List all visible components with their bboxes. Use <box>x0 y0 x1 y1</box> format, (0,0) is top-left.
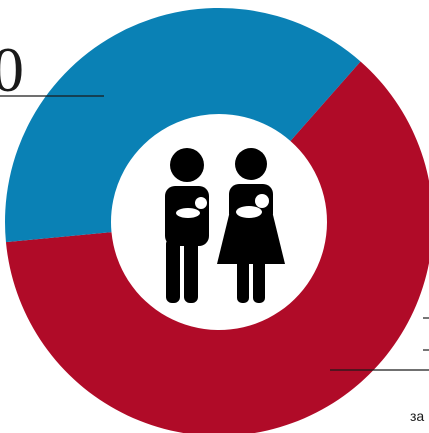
father-figure-icon <box>165 148 209 303</box>
left-value-label: 0 <box>0 34 24 105</box>
parents-with-babies-icon <box>165 148 285 303</box>
mother-figure-icon <box>217 148 285 303</box>
donut-slice-1 <box>5 61 429 433</box>
donut-slices <box>5 7 429 433</box>
right-caption-label: за <box>410 408 425 424</box>
baby-icons <box>176 194 269 218</box>
donut-slice-2 <box>5 7 361 243</box>
